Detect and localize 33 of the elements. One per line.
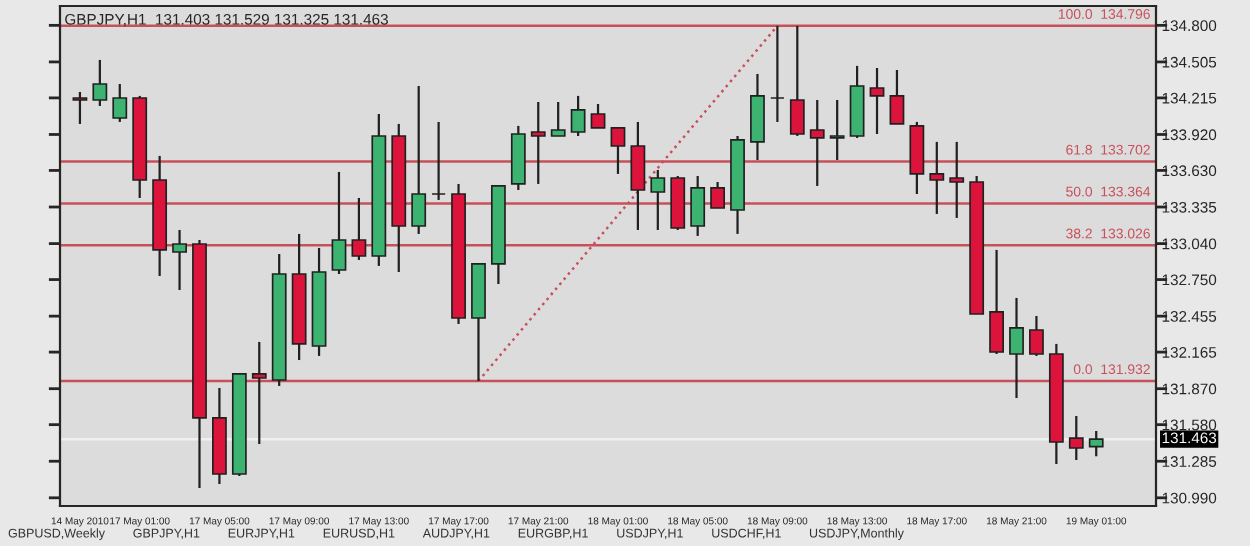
candlestick	[710, 180, 726, 210]
candlestick	[769, 24, 785, 124]
candlestick	[789, 24, 805, 138]
candlestick	[869, 66, 885, 136]
candlestick	[331, 170, 347, 276]
candlestick	[909, 120, 925, 196]
candlestick	[550, 100, 566, 138]
candlestick	[1029, 314, 1044, 358]
candlestick	[610, 126, 626, 176]
candlestick	[809, 98, 825, 188]
candlestick	[829, 98, 845, 162]
candlestick	[172, 228, 187, 292]
candlestick	[570, 94, 586, 138]
candlestick	[251, 340, 267, 446]
candlestick	[1009, 296, 1024, 400]
candlestick	[351, 196, 367, 262]
candlestick	[1068, 414, 1084, 462]
candlestick	[530, 100, 546, 186]
candlestick	[650, 168, 666, 232]
candlestick	[989, 248, 1004, 356]
candlestick	[750, 72, 765, 162]
candlestick	[889, 68, 905, 126]
candlestick	[690, 174, 706, 238]
candlestick	[590, 102, 606, 130]
candlestick	[949, 140, 965, 220]
candlestick	[112, 82, 128, 124]
candlestick	[411, 84, 427, 236]
candlestick	[1088, 429, 1104, 458]
candlestick	[929, 140, 945, 216]
candlestick	[630, 120, 646, 232]
candlestick	[72, 90, 88, 126]
candlestick	[431, 120, 447, 202]
candlestick	[92, 58, 108, 108]
